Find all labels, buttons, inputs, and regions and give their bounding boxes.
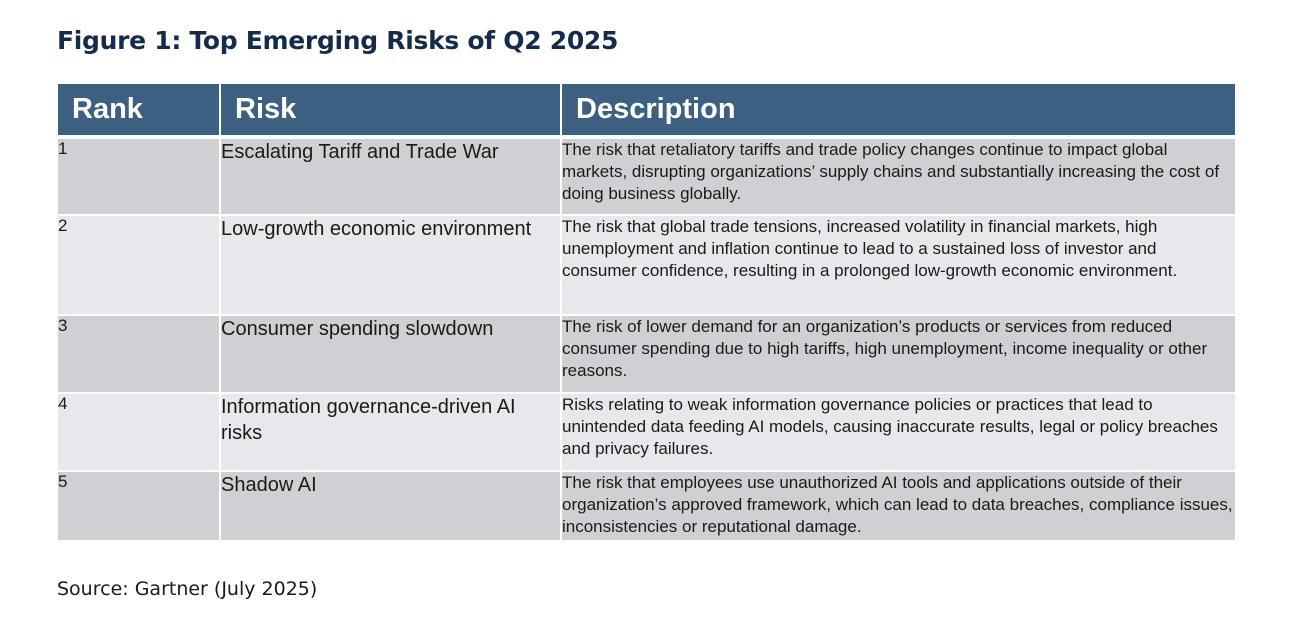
rank-cell: 1 — [58, 137, 221, 216]
description-cell: The risk of lower demand for an organiza… — [561, 315, 1235, 394]
column-header-description: Description — [561, 84, 1235, 139]
column-header-risk: Risk — [220, 84, 562, 139]
table-row: 1 Escalating Tariff and Trade War The ri… — [58, 137, 1235, 216]
table-row: 4 Information governance-driven AI risks… — [58, 393, 1235, 472]
description-cell: The risk that global trade tensions, inc… — [561, 215, 1235, 316]
description-cell: Risks relating to weak information gover… — [561, 393, 1235, 472]
table-row: 2 Low-growth economic environment The ri… — [58, 215, 1235, 316]
risk-cell: Low-growth economic environment — [220, 215, 562, 316]
risk-cell: Escalating Tariff and Trade War — [220, 137, 562, 216]
table-row: 5 Shadow AI The risk that employees use … — [58, 471, 1235, 542]
table-header-row: Rank Risk Description — [58, 84, 1235, 139]
risk-cell: Shadow AI — [220, 471, 562, 542]
description-cell: The risk that retaliatory tariffs and tr… — [561, 137, 1235, 216]
rank-cell: 4 — [58, 393, 221, 472]
rank-cell: 2 — [58, 215, 221, 316]
source-note: Source: Gartner (July 2025) — [57, 578, 318, 600]
rank-cell: 5 — [58, 471, 221, 542]
risk-cell: Information governance-driven AI risks — [220, 393, 562, 472]
risk-cell: Consumer spending slowdown — [220, 315, 562, 394]
rank-cell: 3 — [58, 315, 221, 394]
figure-title: Figure 1: Top Emerging Risks of Q2 2025 — [57, 26, 619, 55]
table-row: 3 Consumer spending slowdown The risk of… — [58, 315, 1235, 394]
risk-table: Rank Risk Description 1 Escalating Tarif… — [58, 84, 1235, 542]
column-header-rank: Rank — [58, 84, 221, 139]
description-cell: The risk that employees use unauthorized… — [561, 471, 1235, 542]
